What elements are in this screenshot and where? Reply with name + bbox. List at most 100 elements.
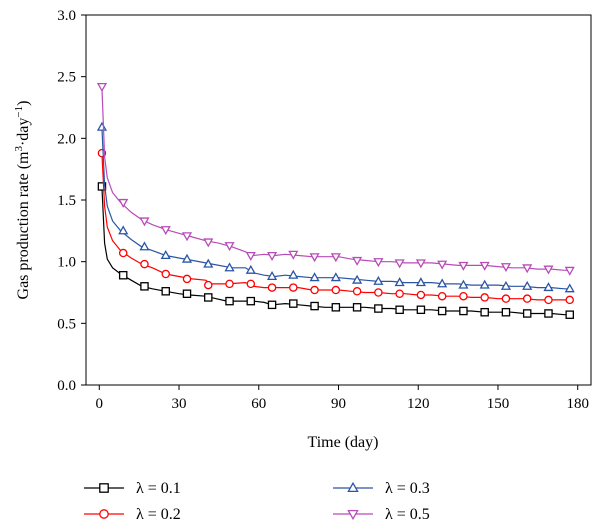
data-point <box>245 264 256 274</box>
legend-item: λ = 0.2 <box>84 506 181 523</box>
data-point <box>245 251 256 261</box>
data-point <box>310 301 319 311</box>
data-point <box>352 274 363 284</box>
data-point <box>140 282 149 291</box>
data-point <box>309 272 320 282</box>
y-tick-label: 0.0 <box>57 378 76 394</box>
series-2 <box>97 148 574 305</box>
data-point <box>330 272 341 282</box>
data-point <box>501 307 511 317</box>
y-tick-label: 2.5 <box>57 70 76 86</box>
data-point <box>118 248 128 258</box>
data-point <box>415 259 426 269</box>
data-point <box>331 303 341 312</box>
data-point <box>501 294 511 303</box>
data-point <box>522 280 533 290</box>
data-point <box>288 269 299 279</box>
x-tick-label: 0 <box>96 396 104 412</box>
y-axis-label-main: Gas production rate (m <box>15 151 32 300</box>
data-point <box>459 291 468 301</box>
data-point <box>437 278 448 288</box>
x-axis: 0 30 60 90 120 150 180 <box>96 385 589 412</box>
data-point <box>352 303 362 312</box>
data-point <box>96 83 108 92</box>
data-point <box>224 242 235 252</box>
data-point <box>288 250 299 260</box>
data-point <box>565 310 574 319</box>
x-tick-label: 30 <box>172 396 187 412</box>
data-point <box>543 282 554 292</box>
data-point <box>500 280 512 290</box>
x-tick-label: 90 <box>331 396 346 412</box>
legend-marker <box>99 509 109 519</box>
data-point <box>437 291 447 301</box>
data-point <box>458 261 469 271</box>
y-axis-label-end: ) <box>15 101 32 106</box>
data-point <box>181 232 193 242</box>
data-point <box>522 264 533 274</box>
data-point <box>352 287 362 296</box>
data-point <box>500 263 512 273</box>
data-point <box>160 226 171 236</box>
legend: λ = 0.1 λ = 0.2 λ = 0.3 λ = 0.5 <box>84 480 430 523</box>
data-point <box>352 256 363 266</box>
data-point <box>289 299 298 308</box>
data-point <box>118 270 128 280</box>
data-point <box>182 289 192 298</box>
data-point <box>331 285 341 295</box>
data-point <box>204 293 213 302</box>
data-point <box>458 279 469 289</box>
data-point <box>479 261 490 271</box>
data-point <box>544 309 553 318</box>
legend-item: λ = 0.5 <box>333 506 430 523</box>
data-point <box>373 258 384 268</box>
data-point <box>140 259 149 269</box>
y-tick-label: 3.0 <box>57 8 76 24</box>
data-point <box>203 238 214 248</box>
y-tick-label: 2.0 <box>57 131 76 147</box>
x-tick-label: 120 <box>407 396 430 412</box>
y-axis-label-sup2: −1 <box>13 106 25 118</box>
data-point <box>522 294 532 303</box>
data-point <box>139 217 150 227</box>
data-point <box>246 279 256 289</box>
data-point <box>564 283 575 293</box>
data-point <box>267 300 277 310</box>
data-point <box>161 269 170 279</box>
series-3 <box>96 121 575 293</box>
data-point <box>224 262 235 272</box>
data-point <box>374 304 383 313</box>
data-point <box>437 306 447 316</box>
data-point <box>225 296 234 306</box>
data-point <box>118 198 129 208</box>
data-point <box>330 253 341 263</box>
legend-label: λ = 0.3 <box>385 480 430 497</box>
y-tick-label: 0.5 <box>57 316 76 332</box>
series-1 <box>97 182 574 319</box>
data-point <box>203 258 214 268</box>
x-axis-label: Time (day) <box>308 434 379 451</box>
data-point <box>522 309 532 318</box>
legend-label: λ = 0.2 <box>136 506 181 523</box>
series-layer <box>96 83 575 319</box>
series-4 <box>96 83 575 276</box>
legend-item: λ = 0.1 <box>84 480 181 497</box>
y-tick-label: 1.5 <box>57 193 76 209</box>
data-point <box>225 279 234 289</box>
y-axis: 0.0 0.5 1.0 1.5 2.0 2.5 3.0 <box>57 8 86 394</box>
data-point <box>437 260 448 270</box>
data-point <box>543 265 554 275</box>
data-point <box>181 253 193 263</box>
y-axis-label-mid: ·day <box>15 118 32 146</box>
data-point <box>266 271 278 280</box>
data-point <box>289 283 298 292</box>
series-line <box>101 186 573 316</box>
data-point <box>374 288 383 297</box>
legend-marker <box>347 481 359 493</box>
data-point <box>459 306 468 316</box>
data-point <box>118 225 129 235</box>
data-point <box>415 277 426 287</box>
data-point <box>394 277 405 287</box>
